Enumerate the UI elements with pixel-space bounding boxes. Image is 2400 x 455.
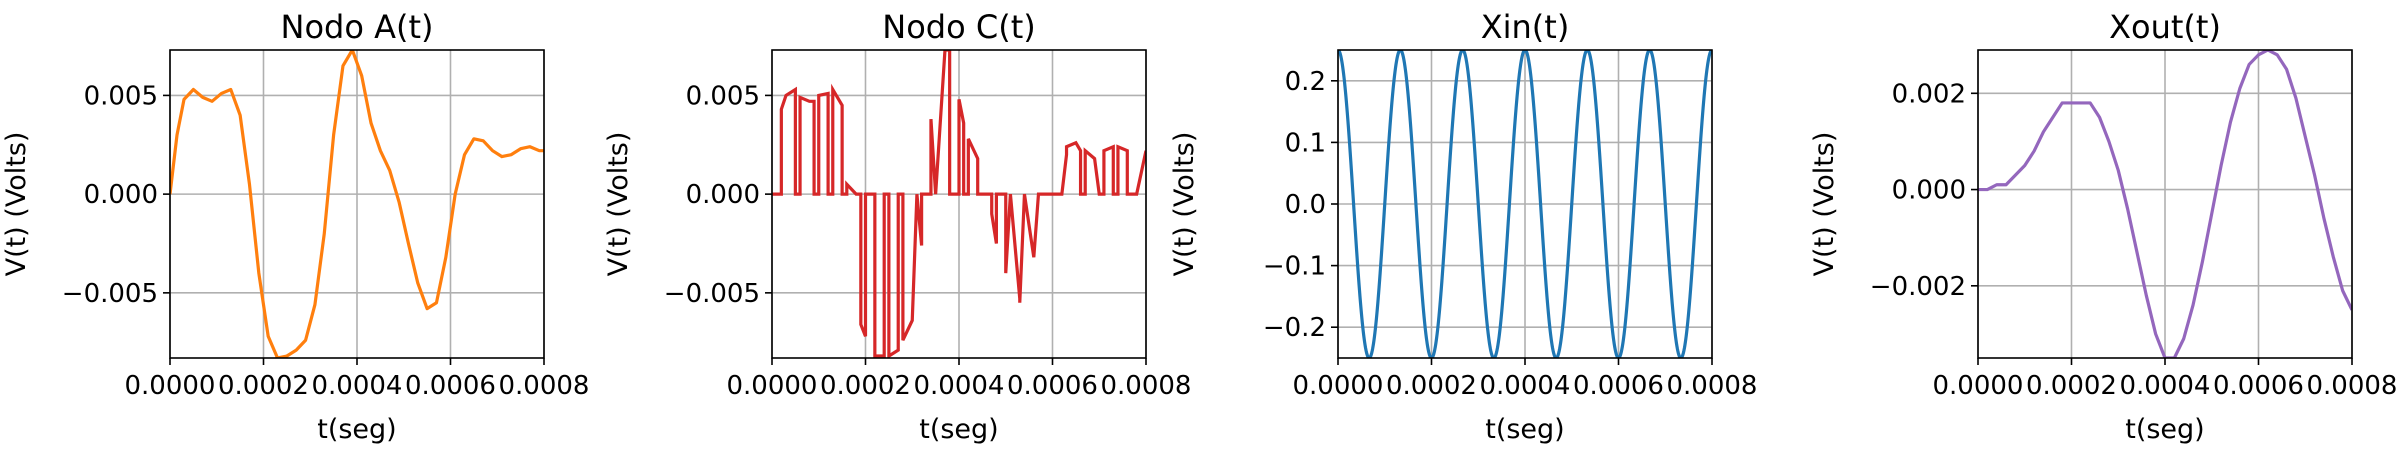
- chart-title: Nodo A(t): [281, 8, 434, 46]
- y-axis-label: V(t) (Volts): [1809, 132, 1840, 277]
- x-axis-label: t(seg): [2125, 414, 2204, 445]
- x-tick-label: 0.0006: [2213, 371, 2304, 401]
- subplot-4: 0.0000 0.0002 0.0004 0.0006 0.0008 0.002 0.000…: [1809, 8, 2397, 445]
- x-tick-label: 0.0008: [1101, 371, 1192, 401]
- y-tick-label: 0.000: [84, 180, 158, 210]
- y-tick-label: 0.000: [686, 180, 760, 210]
- series-line: [772, 50, 1146, 358]
- subplot-2: 0.0000 0.0002 0.0004 0.0006 0.0008 0.005 0.000…: [603, 8, 1191, 445]
- x-tick-label: 0.0004: [1480, 371, 1571, 401]
- series-line: [1978, 50, 2352, 358]
- y-tick-label: 0.005: [84, 81, 158, 111]
- subplot-1: 0.0000 0.0002 0.0004 0.0006 0.0008 0.005 0.000…: [1, 8, 589, 445]
- y-axis-label: V(t) (Volts): [1, 132, 32, 277]
- y-tick-label: 0.000: [1892, 176, 1966, 206]
- y-tick-label: −0.2: [1263, 313, 1326, 343]
- y-tick-label: −0.002: [1870, 272, 1966, 302]
- y-axis-label: V(t) (Volts): [1169, 132, 1200, 277]
- x-tick-label: 0.0004: [914, 371, 1005, 401]
- y-tick-label: 0.1: [1285, 128, 1326, 158]
- x-tick-label: 0.0006: [1573, 371, 1664, 401]
- x-tick-label: 0.0000: [727, 371, 818, 401]
- x-tick-label: 0.0002: [820, 371, 911, 401]
- y-tick-label: −0.1: [1263, 252, 1326, 282]
- x-tick-label: 0.0004: [312, 371, 403, 401]
- x-tick-label: 0.0006: [405, 371, 496, 401]
- x-tick-label: 0.0002: [1386, 371, 1477, 401]
- x-tick-label: 0.0008: [1667, 371, 1758, 401]
- chart-title: Xout(t): [2109, 8, 2221, 46]
- y-tick-label: 0.2: [1285, 67, 1326, 97]
- subplot-3: 0.0000 0.0002 0.0004 0.0006 0.0008 0.2 0.1 0.0 −…: [1169, 8, 1757, 445]
- x-tick-label: 0.0004: [2120, 371, 2211, 401]
- x-tick-label: 0.0000: [125, 371, 216, 401]
- y-axis-label: V(t) (Volts): [603, 132, 634, 277]
- x-tick-label: 0.0008: [2307, 371, 2398, 401]
- x-axis-label: t(seg): [317, 414, 396, 445]
- x-axis-label: t(seg): [919, 414, 998, 445]
- y-tick-label: −0.005: [62, 279, 158, 309]
- y-tick-label: 0.0: [1285, 190, 1326, 220]
- x-tick-label: 0.0008: [499, 371, 590, 401]
- chart-title: Nodo C(t): [882, 8, 1035, 46]
- chart-title: Xin(t): [1481, 8, 1570, 46]
- x-tick-label: 0.0000: [1293, 371, 1384, 401]
- x-axis-label: t(seg): [1485, 414, 1564, 445]
- y-tick-label: 0.005: [686, 81, 760, 111]
- x-tick-label: 0.0002: [2026, 371, 2117, 401]
- x-tick-label: 0.0006: [1007, 371, 1098, 401]
- x-tick-label: 0.0002: [218, 371, 309, 401]
- x-tick-label: 0.0000: [1933, 371, 2024, 401]
- series-line: [170, 50, 544, 358]
- y-tick-label: −0.005: [664, 279, 760, 309]
- y-tick-label: 0.002: [1892, 79, 1966, 109]
